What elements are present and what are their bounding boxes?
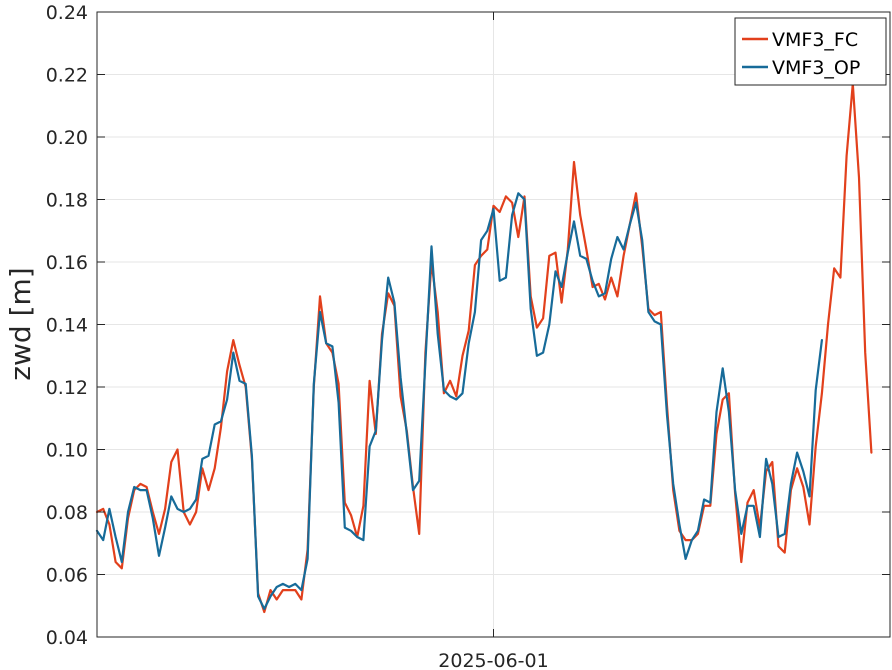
series-line-vmf3-op xyxy=(95,192,824,611)
y-tick-label: 0.16 xyxy=(46,252,88,274)
legend-box xyxy=(734,17,887,86)
y-tick-label: 0.12 xyxy=(46,377,88,399)
legend: VMF3_FC VMF3_OP xyxy=(734,17,887,86)
series-lines xyxy=(95,82,873,614)
y-tick-label: 0.22 xyxy=(46,65,88,87)
y-tick-label: 0.08 xyxy=(46,502,88,524)
legend-entry: VMF3_FC xyxy=(772,29,858,51)
y-axis-ticks: 0.04 0.06 0.08 0.10 0.12 0.14 0.16 0.18 0.20 0.22… xyxy=(46,2,890,649)
y-axis-label: zwd [m] xyxy=(4,267,37,380)
x-axis-ticks: 2025-06-01 xyxy=(438,12,549,670)
y-tick-label: 0.04 xyxy=(46,627,88,649)
y-tick-label: 0.24 xyxy=(46,2,88,24)
y-tick-label: 0.10 xyxy=(46,440,88,462)
x-tick-label: 2025-06-01 xyxy=(438,650,548,670)
legend-entry: VMF3_OP xyxy=(772,57,860,79)
y-tick-label: 0.14 xyxy=(46,315,88,337)
series-line-vmf3-fc xyxy=(95,82,873,614)
y-tick-label: 0.20 xyxy=(46,127,88,149)
y-tick-label: 0.18 xyxy=(46,190,88,212)
y-tick-label: 0.06 xyxy=(46,565,88,587)
